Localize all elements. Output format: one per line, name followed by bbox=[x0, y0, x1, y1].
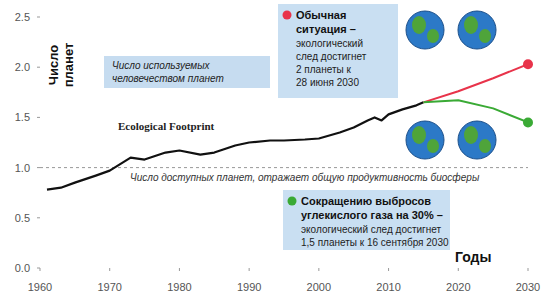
callout-heading: углекислого газа на 30% – bbox=[301, 209, 443, 221]
x-tick-label: 1990 bbox=[237, 281, 261, 293]
earth-land bbox=[464, 16, 478, 34]
y-tick-label: 0.5 bbox=[15, 212, 30, 224]
earth-icon bbox=[406, 121, 444, 159]
x-tick bbox=[388, 268, 389, 271]
x-axis-label: Годы bbox=[455, 249, 491, 265]
y-tick-label: 1.5 bbox=[15, 111, 30, 123]
x-tick bbox=[40, 268, 41, 271]
callout-text: экологический след достигнет bbox=[301, 224, 442, 235]
x-tick-label: 1960 bbox=[28, 281, 52, 293]
end-marker bbox=[523, 117, 533, 127]
y-tick-label: 2.5 bbox=[15, 11, 30, 23]
earth-icon bbox=[458, 11, 496, 49]
x-tick-label: 1970 bbox=[97, 281, 121, 293]
series-label: Ecological Footprint bbox=[118, 120, 215, 132]
chart: 0.0 0.5 1.0 1.5 2.0 2.5 1960 1970 1980 1990 2000 20… bbox=[0, 0, 548, 300]
callout-box bbox=[278, 4, 398, 98]
callout-text: 2 планеты к bbox=[296, 64, 351, 75]
earth-ocean bbox=[406, 121, 444, 159]
x-tick-label: 2030 bbox=[516, 281, 540, 293]
series-line bbox=[423, 100, 528, 122]
earth-land bbox=[412, 126, 426, 144]
earth-land bbox=[412, 16, 426, 34]
note-text: Число используемых bbox=[112, 60, 211, 71]
reference-label: Число доступных планет, отражает общую п… bbox=[130, 172, 480, 183]
callout-box bbox=[283, 190, 450, 250]
callout-text: экологический bbox=[296, 38, 363, 49]
note-text: человечеством планет bbox=[112, 73, 224, 84]
earth-ocean bbox=[406, 11, 444, 49]
callout-heading: Сокращению выбросов bbox=[301, 195, 431, 207]
x-tick-label: 1980 bbox=[167, 281, 191, 293]
x-tick bbox=[109, 268, 110, 271]
series-line bbox=[47, 102, 423, 189]
earth-ocean bbox=[458, 11, 496, 49]
callout-heading: ситуация – bbox=[296, 23, 356, 35]
y-tick-label: 0.0 bbox=[15, 262, 30, 274]
earth-icon bbox=[406, 11, 444, 49]
x-tick bbox=[318, 268, 319, 271]
y-tick bbox=[37, 17, 40, 18]
callout-dot bbox=[288, 197, 297, 206]
earth-land bbox=[479, 139, 491, 153]
y-tick bbox=[37, 117, 40, 118]
y-axis-label-part: Число bbox=[46, 45, 61, 85]
note-box bbox=[104, 56, 270, 88]
earth-icon bbox=[458, 121, 496, 159]
y-tick bbox=[37, 167, 40, 168]
callout-dot bbox=[283, 11, 292, 20]
x-tick bbox=[528, 268, 529, 271]
callout-heading: Обычная bbox=[296, 9, 346, 21]
end-marker bbox=[523, 59, 533, 69]
earth-land bbox=[427, 29, 439, 43]
callout-text: 1,5 планеты к 16 сентября 2030 bbox=[301, 237, 449, 248]
earth-land bbox=[464, 126, 478, 144]
x-tick bbox=[458, 268, 459, 271]
callout-text: след достигнет bbox=[296, 51, 367, 62]
y-tick-label: 2.0 bbox=[15, 61, 30, 73]
x-tick-label: 2020 bbox=[446, 281, 470, 293]
y-tick-label: 1.0 bbox=[15, 162, 30, 174]
x-tick-label: 2010 bbox=[376, 281, 400, 293]
x-tick bbox=[179, 268, 180, 271]
callout-text: 28 июня 2030 bbox=[296, 77, 359, 88]
earth-land bbox=[479, 29, 491, 43]
earth-land bbox=[427, 139, 439, 153]
x-tick-label: 2000 bbox=[307, 281, 331, 293]
y-tick bbox=[37, 67, 40, 68]
y-tick bbox=[37, 217, 40, 218]
y-axis-label: Числопланет bbox=[46, 43, 76, 88]
x-tick bbox=[249, 268, 250, 271]
series-line bbox=[423, 64, 528, 102]
earth-ocean bbox=[458, 121, 496, 159]
y-axis-label-part: планет bbox=[61, 43, 76, 88]
